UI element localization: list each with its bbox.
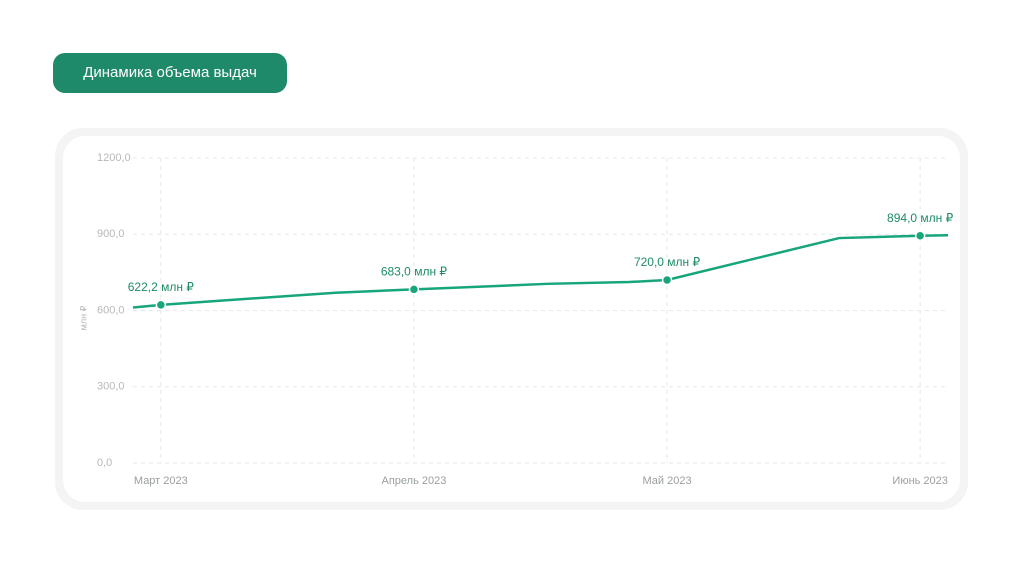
y-tick-label: 300,0 bbox=[97, 381, 125, 393]
value-label: 720,0 млн ₽ bbox=[634, 255, 701, 269]
point bbox=[914, 230, 926, 242]
y-tick-label: 1200,0 bbox=[97, 152, 131, 164]
x-tick-label: Май 2023 bbox=[643, 475, 692, 487]
x-tick-label: Март 2023 bbox=[134, 475, 188, 487]
chart-card-inner bbox=[63, 136, 960, 502]
x-tick-label: Июнь 2023 bbox=[892, 475, 948, 487]
y-tick-label: 0,0 bbox=[97, 457, 112, 469]
value-label: 622,2 млн ₽ bbox=[128, 280, 195, 294]
value-label: 894,0 млн ₽ bbox=[887, 211, 954, 225]
y-tick-label: 600,0 bbox=[97, 304, 125, 316]
line bbox=[132, 234, 949, 309]
point bbox=[408, 284, 420, 295]
value-label: 683,0 млн ₽ bbox=[381, 265, 448, 279]
point bbox=[661, 274, 673, 286]
point bbox=[155, 299, 167, 311]
y-tick-label: 900,0 bbox=[97, 228, 125, 240]
y-axis-title: млн ₽ bbox=[78, 305, 88, 330]
x-tick-label: Апрель 2023 bbox=[382, 475, 447, 487]
section-title: Динамика объема выдач bbox=[53, 53, 287, 93]
